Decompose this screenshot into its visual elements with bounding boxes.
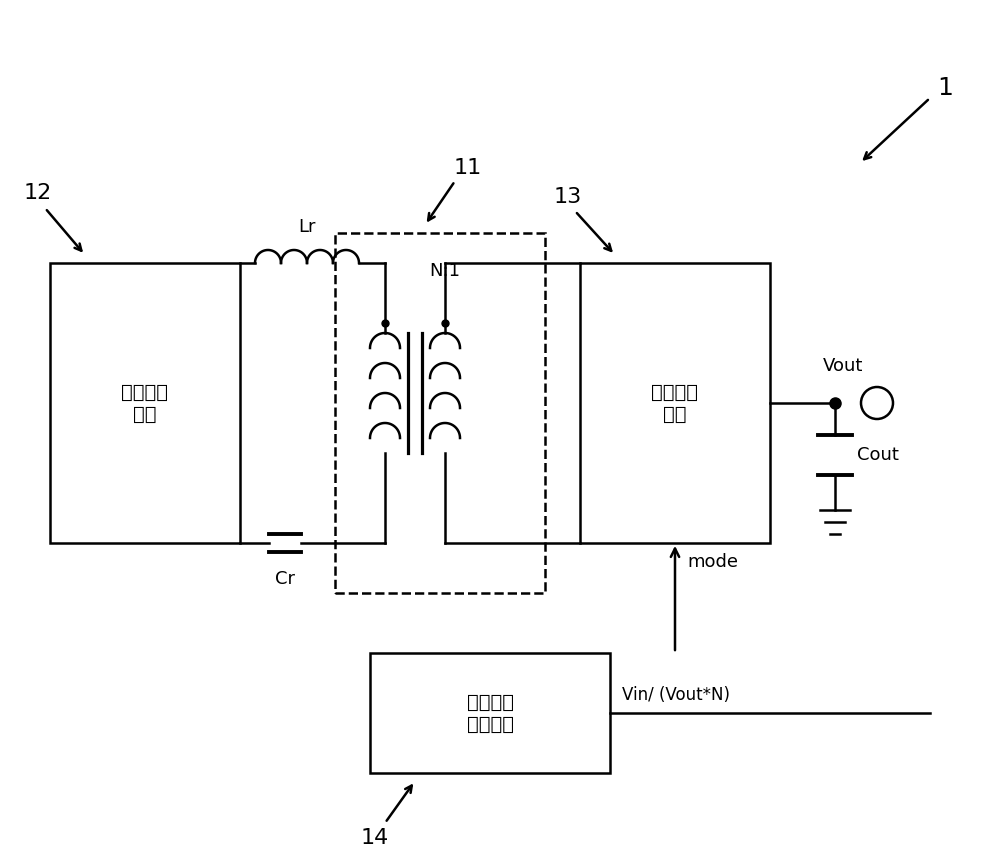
Text: Cr: Cr	[275, 570, 295, 588]
Text: 输出整流
模块: 输出整流 模块	[652, 382, 698, 424]
Text: 14: 14	[361, 828, 389, 848]
Text: 功率开关
模块: 功率开关 模块	[122, 382, 168, 424]
Text: 1: 1	[937, 76, 953, 100]
Text: 13: 13	[554, 187, 582, 207]
Bar	[580, 263, 770, 543]
Bar	[335, 233, 545, 593]
Text: 11: 11	[454, 158, 482, 178]
Text: Vin/ (Vout*N): Vin/ (Vout*N)	[622, 686, 730, 704]
Text: 工作模式
控制模块: 工作模式 控制模块	[467, 692, 514, 734]
Text: Cout: Cout	[857, 446, 899, 464]
Text: N:1: N:1	[430, 262, 460, 280]
Text: Lr: Lr	[298, 218, 316, 236]
Text: 12: 12	[24, 183, 52, 203]
Bar	[370, 653, 610, 773]
Text: Vout: Vout	[823, 357, 863, 375]
Text: mode: mode	[687, 553, 738, 571]
Bar	[50, 263, 240, 543]
